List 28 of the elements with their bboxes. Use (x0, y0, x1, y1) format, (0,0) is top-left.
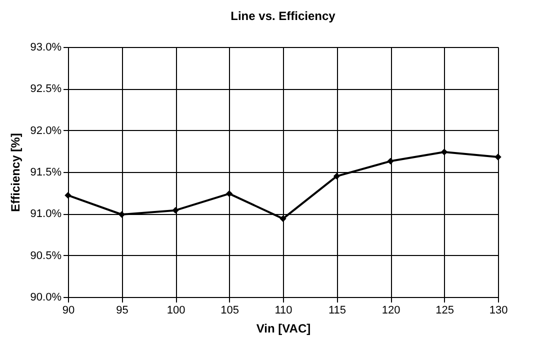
point (440, 148, 448, 156)
y-tick-label: 91.0% (30, 208, 62, 220)
y-axis-title: Efficiency [%] (8, 133, 22, 212)
y-tick-label: 92.5% (30, 83, 62, 96)
point (333, 172, 340, 180)
y-tick-label: 90.0% (30, 292, 62, 304)
point (226, 190, 233, 198)
point (64, 192, 72, 199)
chart-title: Line vs. Efficiency (230, 9, 336, 23)
x-tick-label: 100 (166, 304, 186, 316)
point (118, 211, 126, 218)
x-tick-label: 105 (220, 304, 239, 316)
point (387, 158, 394, 165)
point (280, 215, 286, 222)
point (494, 154, 502, 160)
x-tick-label: 130 (489, 304, 508, 316)
y-tick-label: 90.5% (30, 250, 62, 262)
x-tick-label: 95 (116, 304, 128, 316)
x-tick-label: 110 (274, 304, 292, 316)
x-tick-label: 120 (382, 304, 400, 316)
y-tick-label: 91.5% (30, 166, 62, 178)
y-tick-label: 93.0% (30, 42, 62, 54)
x-tick-label: 125 (436, 304, 454, 316)
y-tick-label: 92.0% (30, 124, 62, 137)
x-axis-title: Vin [VAC] (256, 322, 311, 336)
x-tick-label: 90 (62, 304, 75, 316)
point (172, 206, 179, 214)
x-tick-label: 115 (328, 304, 346, 316)
